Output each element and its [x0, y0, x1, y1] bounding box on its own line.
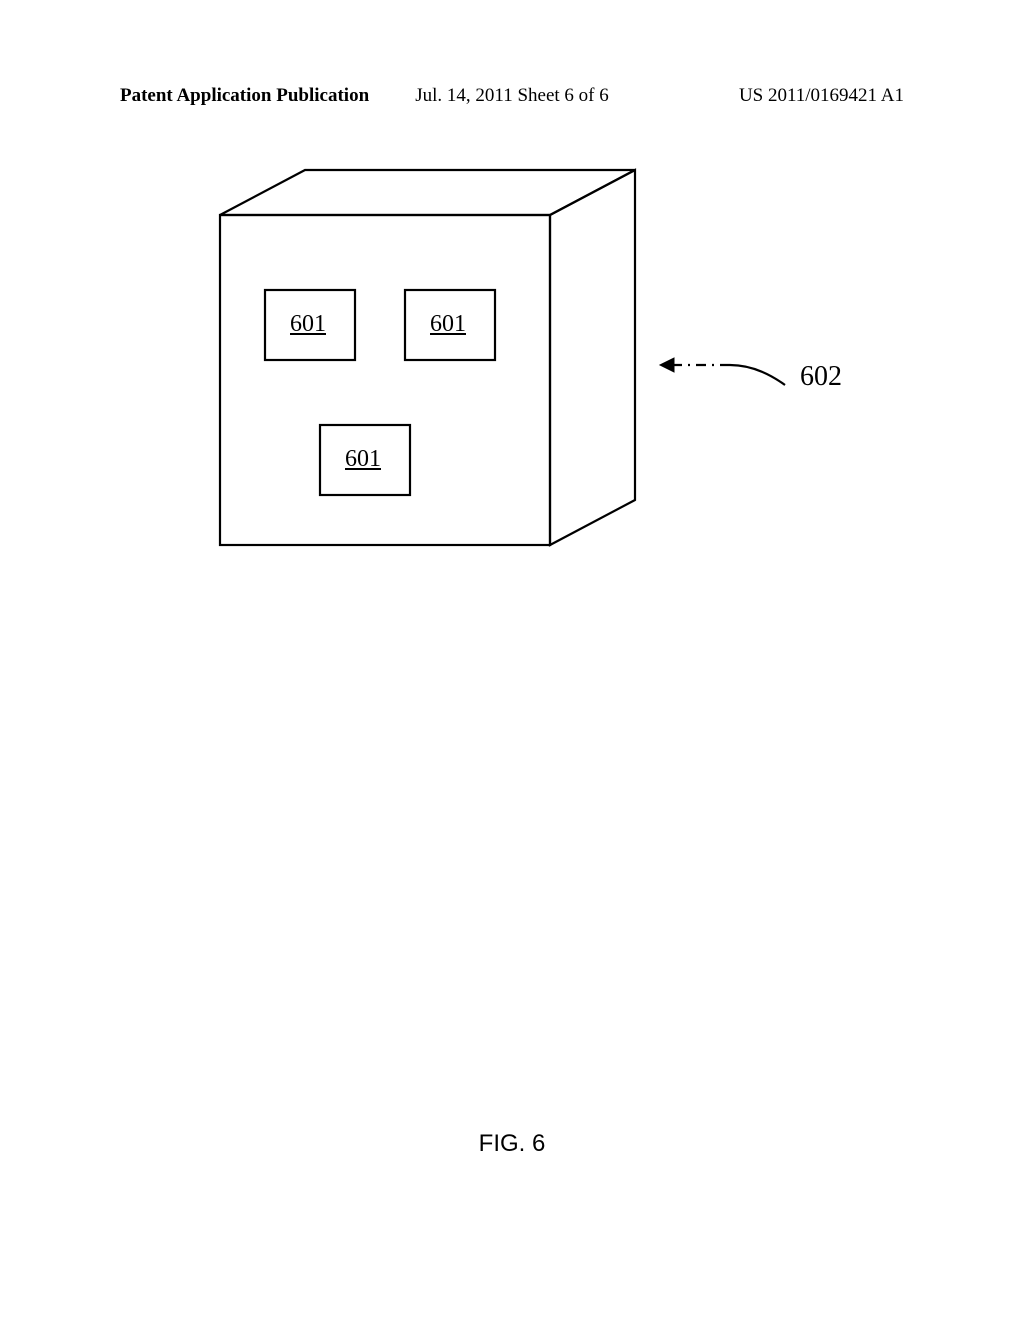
box-ref-label: 601: [430, 311, 466, 338]
page-header: Patent Application Publication Jul. 14, …: [0, 85, 1024, 107]
reference-number-label: 602: [800, 361, 842, 393]
header-date-sheet: Jul. 14, 2011 Sheet 6 of 6: [381, 85, 642, 107]
figure-caption: FIG. 6: [0, 1130, 1024, 1158]
box-ref-label: 601: [345, 446, 381, 473]
box-ref-label: 601: [290, 311, 326, 338]
header-patent-number: US 2011/0169421 A1: [643, 85, 904, 107]
figure-diagram: 601 601 601 602: [190, 160, 910, 610]
header-publication-label: Patent Application Publication: [120, 85, 381, 107]
